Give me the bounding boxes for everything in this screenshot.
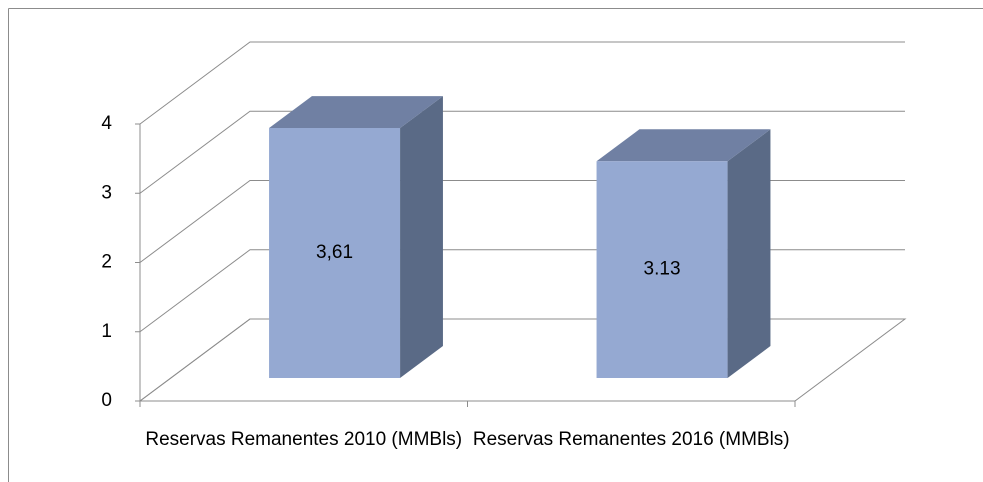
- y-tick-label: 2: [101, 252, 112, 273]
- bar: [596, 161, 728, 379]
- y-tick-label: 1: [101, 321, 112, 342]
- floor: [138, 318, 907, 402]
- grid-line: [139, 318, 905, 402]
- bar-top: [596, 129, 771, 162]
- value-label: 3,61: [316, 242, 353, 263]
- grid-line: [139, 110, 905, 194]
- bar-side: [400, 96, 443, 379]
- y-tick-label: 3: [101, 182, 112, 203]
- y-tick-label: 4: [101, 113, 112, 134]
- x-tick-label: Reservas Remanentes 2016 (MMBls): [473, 429, 790, 450]
- bar: [269, 128, 401, 379]
- bar-top: [269, 96, 443, 129]
- y-tick-label: 0: [101, 390, 112, 411]
- grid-line: [139, 41, 905, 125]
- x-tick-label: Reservas Remanentes 2010 (MMBls): [145, 429, 462, 450]
- value-label: 3.13: [644, 259, 681, 280]
- bar-side: [727, 129, 771, 379]
